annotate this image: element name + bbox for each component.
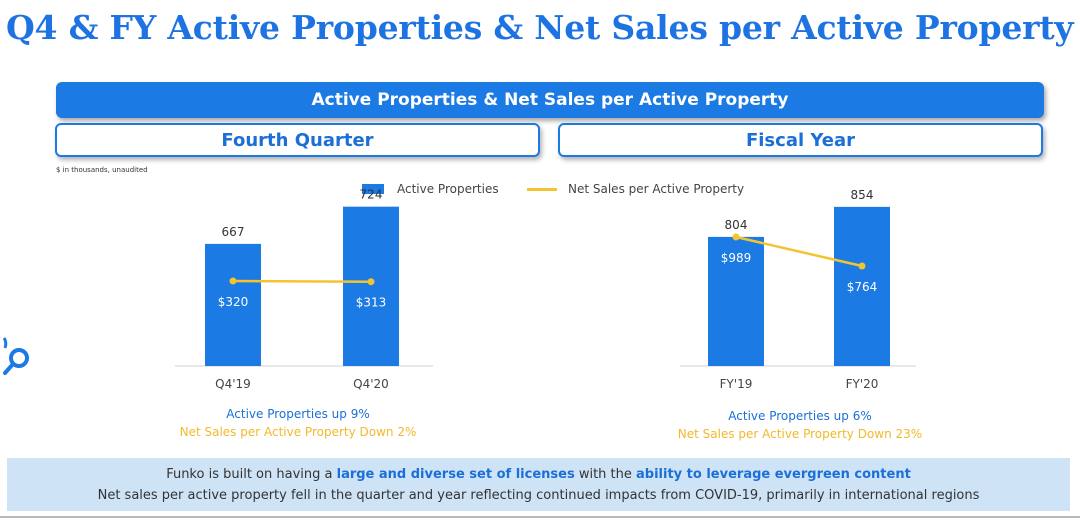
quarter-line-point-0: [229, 277, 237, 285]
footer-highlight-evergreen: ability to leverage evergreen content: [636, 466, 911, 482]
year-bar-label-0: 804: [725, 218, 748, 232]
year-bar-0: [708, 236, 764, 366]
year-caption: Active Properties up 6% Net Sales per Ac…: [600, 407, 1000, 443]
legend-bar-label: Active Properties: [397, 182, 499, 196]
chart-legend: Active Properties Net Sales per Active P…: [0, 181, 1080, 199]
quarter-net-sales-line: [232, 279, 372, 283]
footer-line-2: Net sales per active property fell in th…: [97, 487, 980, 503]
year-tick-label-0: FY'19: [720, 377, 753, 391]
quarter-bar-0: [205, 243, 261, 366]
summary-footer: Funko is built on having a large and div…: [7, 458, 1070, 511]
year-line-point-0: [732, 233, 740, 241]
footer-highlight-licenses: large and diverse set of licenses: [336, 466, 575, 482]
fiscal-year-header: Fiscal Year: [558, 123, 1043, 157]
quarter-bar-1: [343, 206, 399, 366]
year-caption-properties: Active Properties up 6%: [728, 409, 872, 423]
legend-line-label: Net Sales per Active Property: [568, 182, 745, 196]
year-bar-label-1: 854: [851, 188, 874, 202]
search-icon[interactable]: [2, 336, 32, 386]
year-line-point-1: [858, 262, 866, 270]
quarter-tick-label-0: Q4'19: [215, 377, 251, 391]
quarter-caption-net-sales: Net Sales per Active Property Down 2%: [179, 425, 417, 439]
quarter-bar-label-1: 724: [360, 188, 383, 202]
year-bar-1: [834, 206, 890, 366]
quarter-caption-properties: Active Properties up 9%: [226, 407, 370, 421]
footer-divider: [0, 516, 1080, 518]
quarter-bar-label-0: 667: [222, 225, 245, 239]
year-line-label-0: $989: [721, 251, 752, 265]
footer-text-a: Funko is built on having a: [166, 466, 337, 482]
legend-bar-swatch: [362, 184, 384, 194]
legend-line-swatch: [527, 188, 557, 191]
year-net-sales-line: [735, 235, 863, 268]
page-title: Q4 & FY Active Properties & Net Sales pe…: [6, 8, 1074, 47]
quarter-tick-label-1: Q4'20: [353, 377, 389, 391]
quarter-line-label-1: $313: [356, 296, 387, 310]
quarter-line-label-0: $320: [218, 295, 249, 309]
year-tick-label-1: FY'20: [846, 377, 879, 391]
section-banner: Active Properties & Net Sales per Active…: [56, 82, 1044, 118]
quarter-caption: Active Properties up 9% Net Sales per Ac…: [98, 405, 498, 441]
fourth-quarter-header: Fourth Quarter: [55, 123, 540, 157]
units-note: $ in thousands, unaudited: [56, 166, 148, 174]
quarter-line-point-1: [367, 278, 375, 286]
footer-line-1: Funko is built on having a large and div…: [7, 464, 1070, 485]
year-line-label-1: $764: [847, 280, 878, 294]
year-caption-net-sales: Net Sales per Active Property Down 23%: [677, 427, 923, 441]
footer-text-c: with the: [574, 466, 637, 482]
